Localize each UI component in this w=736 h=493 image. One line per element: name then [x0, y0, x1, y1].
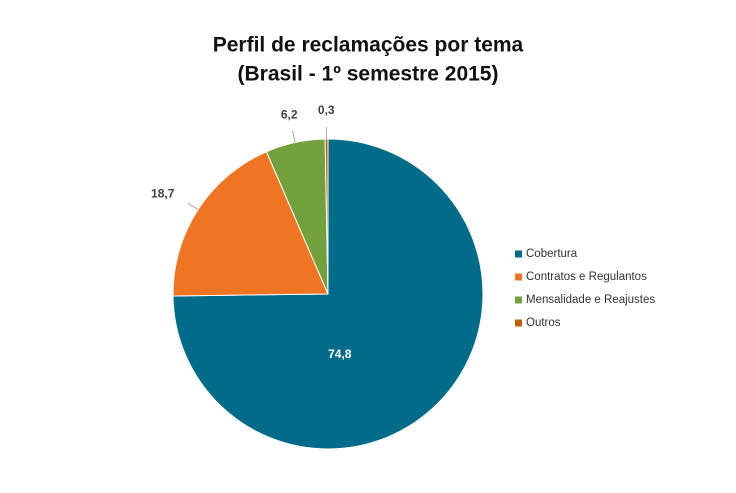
legend-swatch [515, 250, 522, 258]
chart-subtitle: (Brasil - 1º semestre 2015) [238, 63, 499, 86]
data-label: 74,8 [328, 347, 352, 361]
legend-label: Mensalidade e Reajustes [526, 294, 655, 306]
legend-swatch [515, 296, 522, 304]
legend-swatch [515, 319, 522, 327]
data-label: 0,3 [318, 103, 335, 117]
legend-label: Cobertura [526, 248, 578, 260]
legend-swatch [515, 273, 522, 281]
pie-slice [172, 138, 484, 450]
legend-label: Contratos e Regulantos [526, 271, 647, 283]
legend-label: Outros [526, 317, 561, 329]
chart-title: Perfil de reclamações por tema [213, 34, 524, 57]
leader-line [292, 130, 296, 143]
data-label: 6,2 [281, 107, 298, 121]
leader-line [187, 202, 199, 211]
data-label: 18,7 [151, 187, 175, 201]
pie-slice [324, 138, 329, 295]
